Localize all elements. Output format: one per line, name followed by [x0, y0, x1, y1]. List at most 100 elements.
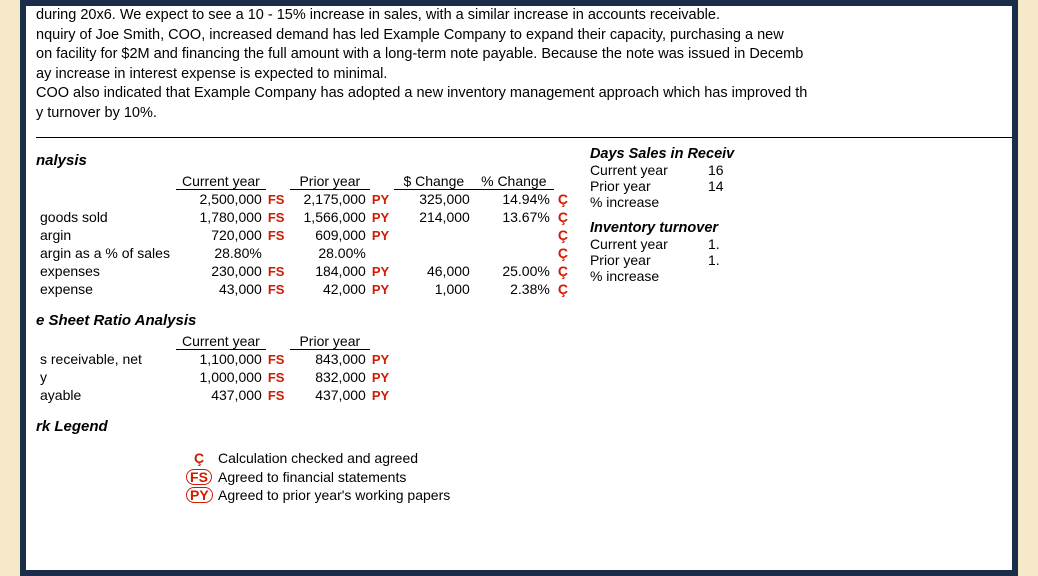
- table-row: 2,500,000FS2,175,000PY325,00014.94%Ç: [36, 190, 572, 209]
- col-prior: Prior year: [290, 333, 370, 350]
- dollar-change: [394, 244, 474, 262]
- col-dchange: $ Change: [394, 173, 474, 190]
- row-label: y: [36, 368, 176, 386]
- col-current: Current year: [176, 173, 266, 190]
- col-current: Current year: [176, 333, 266, 350]
- fs-tick: FS: [266, 280, 290, 298]
- py-value: 832,000: [290, 368, 370, 386]
- legend-row: FS Agreed to financial statements: [186, 468, 572, 486]
- legend-mark: Ç: [186, 449, 212, 467]
- side-ratios: Days Sales in Receiv Current year16Prior…: [590, 146, 734, 504]
- intro-line: ay increase in interest expense is expec…: [36, 65, 1018, 85]
- dollar-change: 1,000: [394, 280, 474, 298]
- intro-line: nquiry of Joe Smith, COO, increased dema…: [36, 26, 1018, 46]
- income-statement-table: Current year Prior year $ Change % Chang…: [36, 173, 572, 298]
- table-row: s receivable, net1,100,000FS843,000PY: [36, 350, 394, 369]
- fs-tick: FS: [266, 350, 290, 369]
- side-val: 14: [708, 178, 724, 194]
- cy-value: 43,000: [176, 280, 266, 298]
- pct-change: 13.67%: [474, 208, 554, 226]
- py-value: 184,000: [290, 262, 370, 280]
- side-val: 1.: [708, 236, 720, 252]
- legend-text: Calculation checked and agreed: [218, 449, 418, 467]
- side-title-inventory: Inventory turnover: [590, 220, 734, 236]
- table-row: argin as a % of sales28.80%28.00%Ç: [36, 244, 572, 262]
- intro-line: y turnover by 10%.: [36, 104, 1018, 124]
- balance-sheet-table: Current year Prior year s receivable, ne…: [36, 333, 394, 404]
- table-row: goods sold1,780,000FS1,566,000PY214,0001…: [36, 208, 572, 226]
- calc-tick: Ç: [554, 208, 572, 226]
- intro-line: COO also indicated that Example Company …: [36, 84, 1018, 104]
- row-label: argin: [36, 226, 176, 244]
- table-row: expenses230,000FS184,000PY46,00025.00%Ç: [36, 262, 572, 280]
- table-row: expense43,000FS42,000PY1,0002.38%Ç: [36, 280, 572, 298]
- py-value: 42,000: [290, 280, 370, 298]
- fs-tick: FS: [266, 208, 290, 226]
- legend-row: PY Agreed to prior year's working papers: [186, 486, 572, 504]
- divider: [36, 137, 1018, 138]
- py-value: 843,000: [290, 350, 370, 369]
- table-header-row: Current year Prior year $ Change % Chang…: [36, 173, 572, 190]
- legend-row: Ç Calculation checked and agreed: [186, 449, 572, 467]
- calc-tick: Ç: [554, 262, 572, 280]
- fs-tick: FS: [266, 262, 290, 280]
- py-tick: PY: [370, 386, 394, 404]
- py-tick: PY: [370, 208, 394, 226]
- row-label: ayable: [36, 386, 176, 404]
- row-label: argin as a % of sales: [36, 244, 176, 262]
- side-row: % increase: [590, 268, 734, 284]
- side-key: Prior year: [590, 252, 690, 268]
- py-tick: PY: [370, 280, 394, 298]
- py-tick: PY: [370, 350, 394, 369]
- dollar-change: 214,000: [394, 208, 474, 226]
- side-key: Current year: [590, 236, 690, 252]
- calc-tick: Ç: [554, 226, 572, 244]
- fs-tick: FS: [266, 386, 290, 404]
- legend-mark: FS: [186, 468, 212, 486]
- py-value: 437,000: [290, 386, 370, 404]
- row-label: goods sold: [36, 208, 176, 226]
- dollar-change: [394, 226, 474, 244]
- side-row: Current year 1.: [590, 236, 734, 252]
- section-title-balance: e Sheet Ratio Analysis: [36, 312, 572, 329]
- cy-value: 720,000: [176, 226, 266, 244]
- side-key: Current year: [590, 162, 690, 178]
- py-value: 2,175,000: [290, 190, 370, 209]
- fs-tick: [266, 244, 290, 262]
- fs-tick: FS: [266, 368, 290, 386]
- intro-line: on facility for $2M and financing the fu…: [36, 45, 1018, 65]
- pct-change: [474, 244, 554, 262]
- py-tick: PY: [370, 368, 394, 386]
- calc-tick: Ç: [554, 280, 572, 298]
- legend-mark: PY: [186, 486, 212, 504]
- dollar-change: 46,000: [394, 262, 474, 280]
- legend-text: Agreed to prior year's working papers: [218, 486, 450, 504]
- py-value: 1,566,000: [290, 208, 370, 226]
- table-row: y1,000,000FS832,000PY: [36, 368, 394, 386]
- cy-value: 2,500,000: [176, 190, 266, 209]
- side-row: Current year 16: [590, 162, 734, 178]
- row-label: s receivable, net: [36, 350, 176, 369]
- py-tick: PY: [370, 262, 394, 280]
- pct-change: 2.38%: [474, 280, 554, 298]
- col-prior: Prior year: [290, 173, 370, 190]
- section-title-analysis: nalysis: [36, 152, 572, 169]
- calc-tick: Ç: [554, 190, 572, 209]
- side-val: 16: [708, 162, 724, 178]
- document-frame: during 20x6. We expect to see a 10 - 15%…: [20, 0, 1018, 576]
- content-area: during 20x6. We expect to see a 10 - 15%…: [20, 6, 1018, 504]
- legend: Ç Calculation checked and agreed FS Agreed …: [36, 449, 572, 504]
- legend-text: Agreed to financial statements: [218, 468, 406, 486]
- py-value: 609,000: [290, 226, 370, 244]
- side-row: Prior year14: [590, 178, 734, 194]
- cy-value: 28.80%: [176, 244, 266, 262]
- table-header-row: Current year Prior year: [36, 333, 394, 350]
- col-pchange: % Change: [474, 173, 554, 190]
- py-tick: [370, 244, 394, 262]
- calc-tick: Ç: [554, 244, 572, 262]
- pct-change: 14.94%: [474, 190, 554, 209]
- side-key: % increase: [590, 194, 690, 210]
- side-row: Prior year1.: [590, 252, 734, 268]
- row-label: expense: [36, 280, 176, 298]
- row-label: [36, 190, 176, 209]
